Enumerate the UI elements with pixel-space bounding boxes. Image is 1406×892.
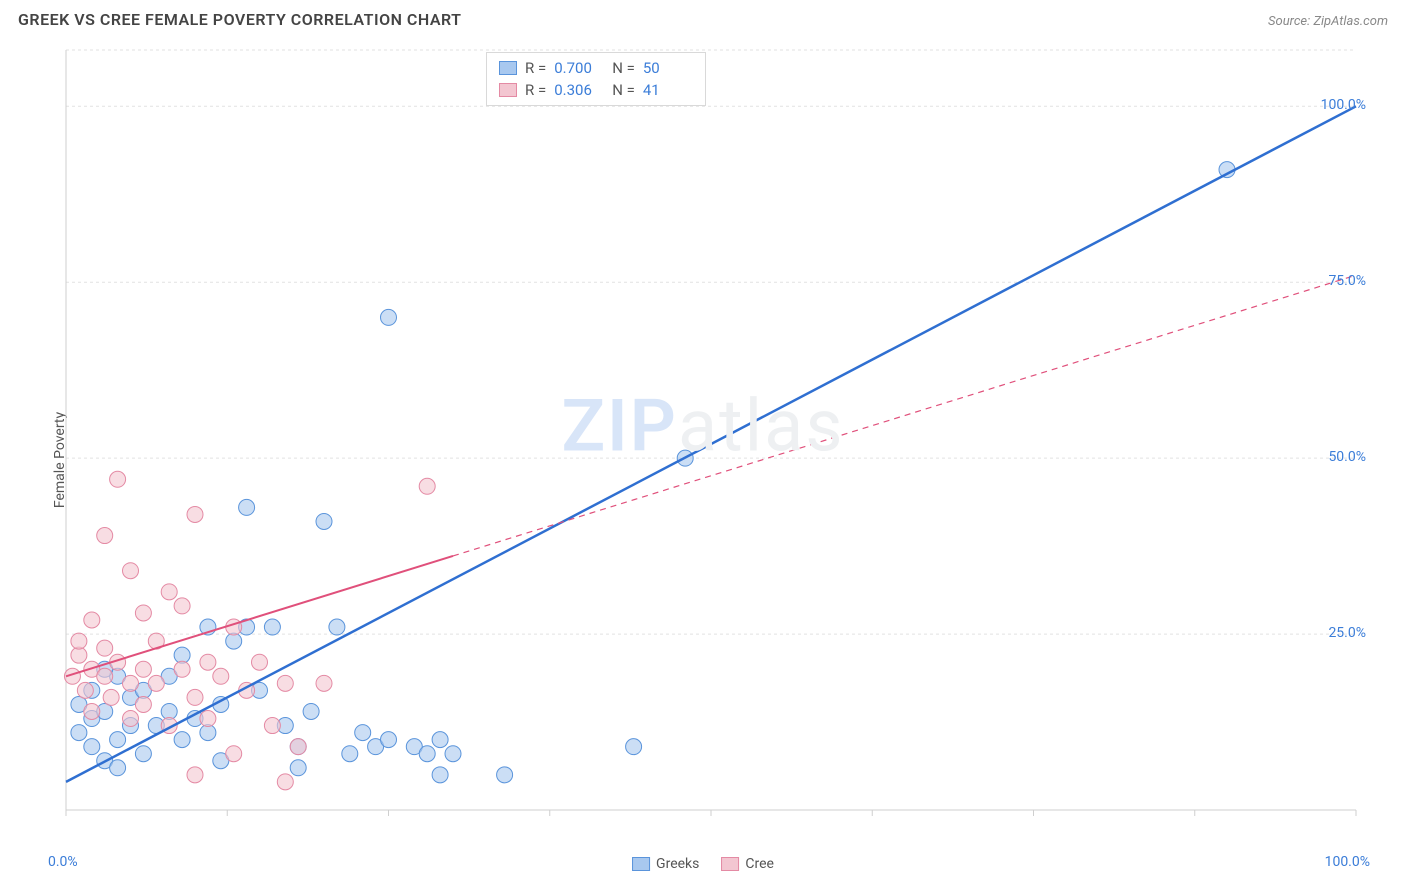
source-attribution: Source: ZipAtlas.com [1268, 14, 1388, 29]
y-tick-label: 100.0% [1321, 97, 1366, 113]
y-tick-label: 25.0% [1328, 625, 1366, 641]
legend-row: R = 0.700N = 50 [499, 57, 693, 79]
y-tick-label: 50.0% [1328, 449, 1366, 465]
scatter-plot [52, 40, 1374, 830]
chart-title: GREEK VS CREE FEMALE POVERTY CORRELATION… [18, 10, 462, 29]
chart-container: Female Poverty ZIPatlas R = 0.700N = 50R… [18, 40, 1388, 880]
series-legend: Greeks Cree [632, 856, 774, 872]
x-axis-max-label: 100.0% [1325, 854, 1370, 870]
x-axis-min-label: 0.0% [48, 854, 78, 870]
legend-row: R = 0.306N = 41 [499, 79, 693, 101]
legend-item: Greeks [632, 856, 699, 872]
y-tick-label: 75.0% [1328, 273, 1366, 289]
legend-item: Cree [721, 856, 774, 872]
correlation-legend: R = 0.700N = 50R = 0.306N = 41 [486, 52, 706, 106]
